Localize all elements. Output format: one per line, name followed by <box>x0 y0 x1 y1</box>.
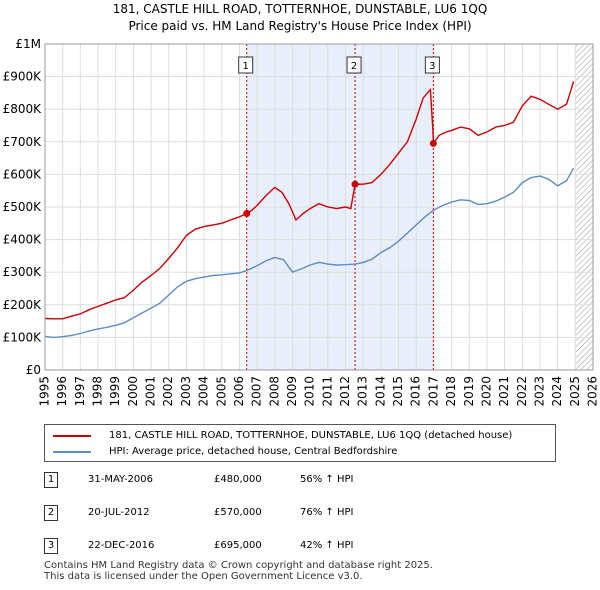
sale-label-box <box>238 56 254 74</box>
legend-swatch-hpi <box>53 451 91 453</box>
x-tick-label: 2017 <box>426 376 440 407</box>
x-tick-label: 2008 <box>267 376 281 407</box>
transaction-date: 31-MAY-2006 <box>88 474 154 485</box>
legend: 181, CASTLE HILL ROAD, TOTTERNHOE, DUNST… <box>44 424 556 462</box>
transaction-date: 20-JUL-2012 <box>88 507 150 518</box>
sale-label: 3 <box>429 61 435 72</box>
x-tick-label: 1998 <box>91 376 105 407</box>
footer: Contains HM Land Registry data © Crown c… <box>44 560 433 582</box>
plot-border <box>44 43 594 371</box>
x-tick-label: 2000 <box>126 376 140 407</box>
table-row: 2 20-JUL-2012 £570,000 76% ↑ HPI <box>44 505 564 523</box>
x-tick-label: 2015 <box>391 376 405 407</box>
y-tick-label: £800K <box>3 102 43 116</box>
x-tick-label: 2016 <box>409 376 423 407</box>
chart-subtitle: Price paid vs. HM Land Registry's House … <box>128 19 471 33</box>
transaction-price: £480,000 <box>214 474 262 485</box>
x-tick-label: 2024 <box>550 376 564 407</box>
table-row: 1 31-MAY-2006 £480,000 56% ↑ HPI <box>44 472 564 490</box>
x-tick-label: 2013 <box>356 376 370 407</box>
x-tick-label: 2014 <box>373 376 387 407</box>
x-tick-label: 2022 <box>515 376 529 407</box>
x-tick-label: 2011 <box>320 376 334 407</box>
y-tick-label: £0 <box>26 363 41 377</box>
y-tick-label: £900K <box>3 70 43 84</box>
y-tick-label: £400K <box>3 233 43 247</box>
legend-label-property: 181, CASTLE HILL ROAD, TOTTERNHOE, DUNST… <box>109 430 513 441</box>
x-tick-label: 1997 <box>73 376 87 407</box>
hpi-line <box>44 167 575 339</box>
transaction-price: £695,000 <box>214 540 262 551</box>
x-tick-label: 1995 <box>38 376 52 407</box>
transaction-date: 22-DEC-2016 <box>88 540 155 551</box>
sale-label: 1 <box>243 61 249 72</box>
transaction-marker: 2 <box>44 505 58 521</box>
footer-licence: This data is licensed under the Open Gov… <box>44 571 363 582</box>
x-tick-label: 2019 <box>462 376 476 407</box>
legend-swatch-property <box>53 435 91 437</box>
x-tick-label: 2026 <box>586 376 600 407</box>
x-tick-label: 2018 <box>444 376 458 407</box>
y-tick-label: £500K <box>3 200 43 214</box>
table-row: 3 22-DEC-2016 £695,000 42% ↑ HPI <box>44 538 564 556</box>
transaction-marker: 3 <box>44 538 58 554</box>
x-tick-label: 2025 <box>568 376 582 407</box>
x-tick-label: 2005 <box>214 376 228 407</box>
x-tick-label: 1996 <box>55 376 69 407</box>
x-tick-label: 2002 <box>161 376 175 407</box>
x-tick-label: 2020 <box>479 376 493 407</box>
x-tick-label: 2001 <box>144 376 158 407</box>
sale-point <box>243 210 251 218</box>
y-tick-label: £200K <box>3 298 43 312</box>
x-tick-label: 2003 <box>179 376 193 407</box>
footer-copyright: Contains HM Land Registry data © Crown c… <box>44 560 433 571</box>
sale-label: 2 <box>351 61 357 72</box>
transaction-hpi: 56% ↑ HPI <box>300 474 354 485</box>
x-tick-label: 2012 <box>338 376 352 407</box>
x-tick-label: 1999 <box>108 376 122 407</box>
property-price-line <box>44 81 575 320</box>
x-tick-label: 2009 <box>285 376 299 407</box>
y-tick-label: £700K <box>3 135 43 149</box>
legend-label-hpi: HPI: Average price, detached house, Cent… <box>109 446 398 457</box>
transaction-hpi: 42% ↑ HPI <box>300 540 354 551</box>
y-tick-label: £600K <box>3 167 43 181</box>
sale-point <box>429 139 437 147</box>
chart-title: 181, CASTLE HILL ROAD, TOTTERNHOE, DUNST… <box>113 2 488 16</box>
price-chart: 181, CASTLE HILL ROAD, TOTTERNHOE, DUNST… <box>3 2 600 407</box>
x-tick-label: 2023 <box>532 376 546 407</box>
transaction-marker: 1 <box>44 472 58 488</box>
sale-label-box <box>346 56 362 74</box>
sale-label-box <box>424 56 440 74</box>
x-tick-label: 2004 <box>197 376 211 407</box>
sale-point <box>351 180 359 188</box>
y-tick-label: £1M <box>15 37 41 51</box>
y-tick-label: £100K <box>3 330 43 344</box>
y-tick-label: £300K <box>3 265 43 279</box>
transaction-hpi: 76% ↑ HPI <box>300 507 354 518</box>
transaction-price: £570,000 <box>214 507 262 518</box>
x-tick-label: 2010 <box>303 376 317 407</box>
x-tick-label: 2006 <box>232 376 246 407</box>
x-tick-label: 2021 <box>497 376 511 407</box>
x-tick-label: 2007 <box>250 376 264 407</box>
